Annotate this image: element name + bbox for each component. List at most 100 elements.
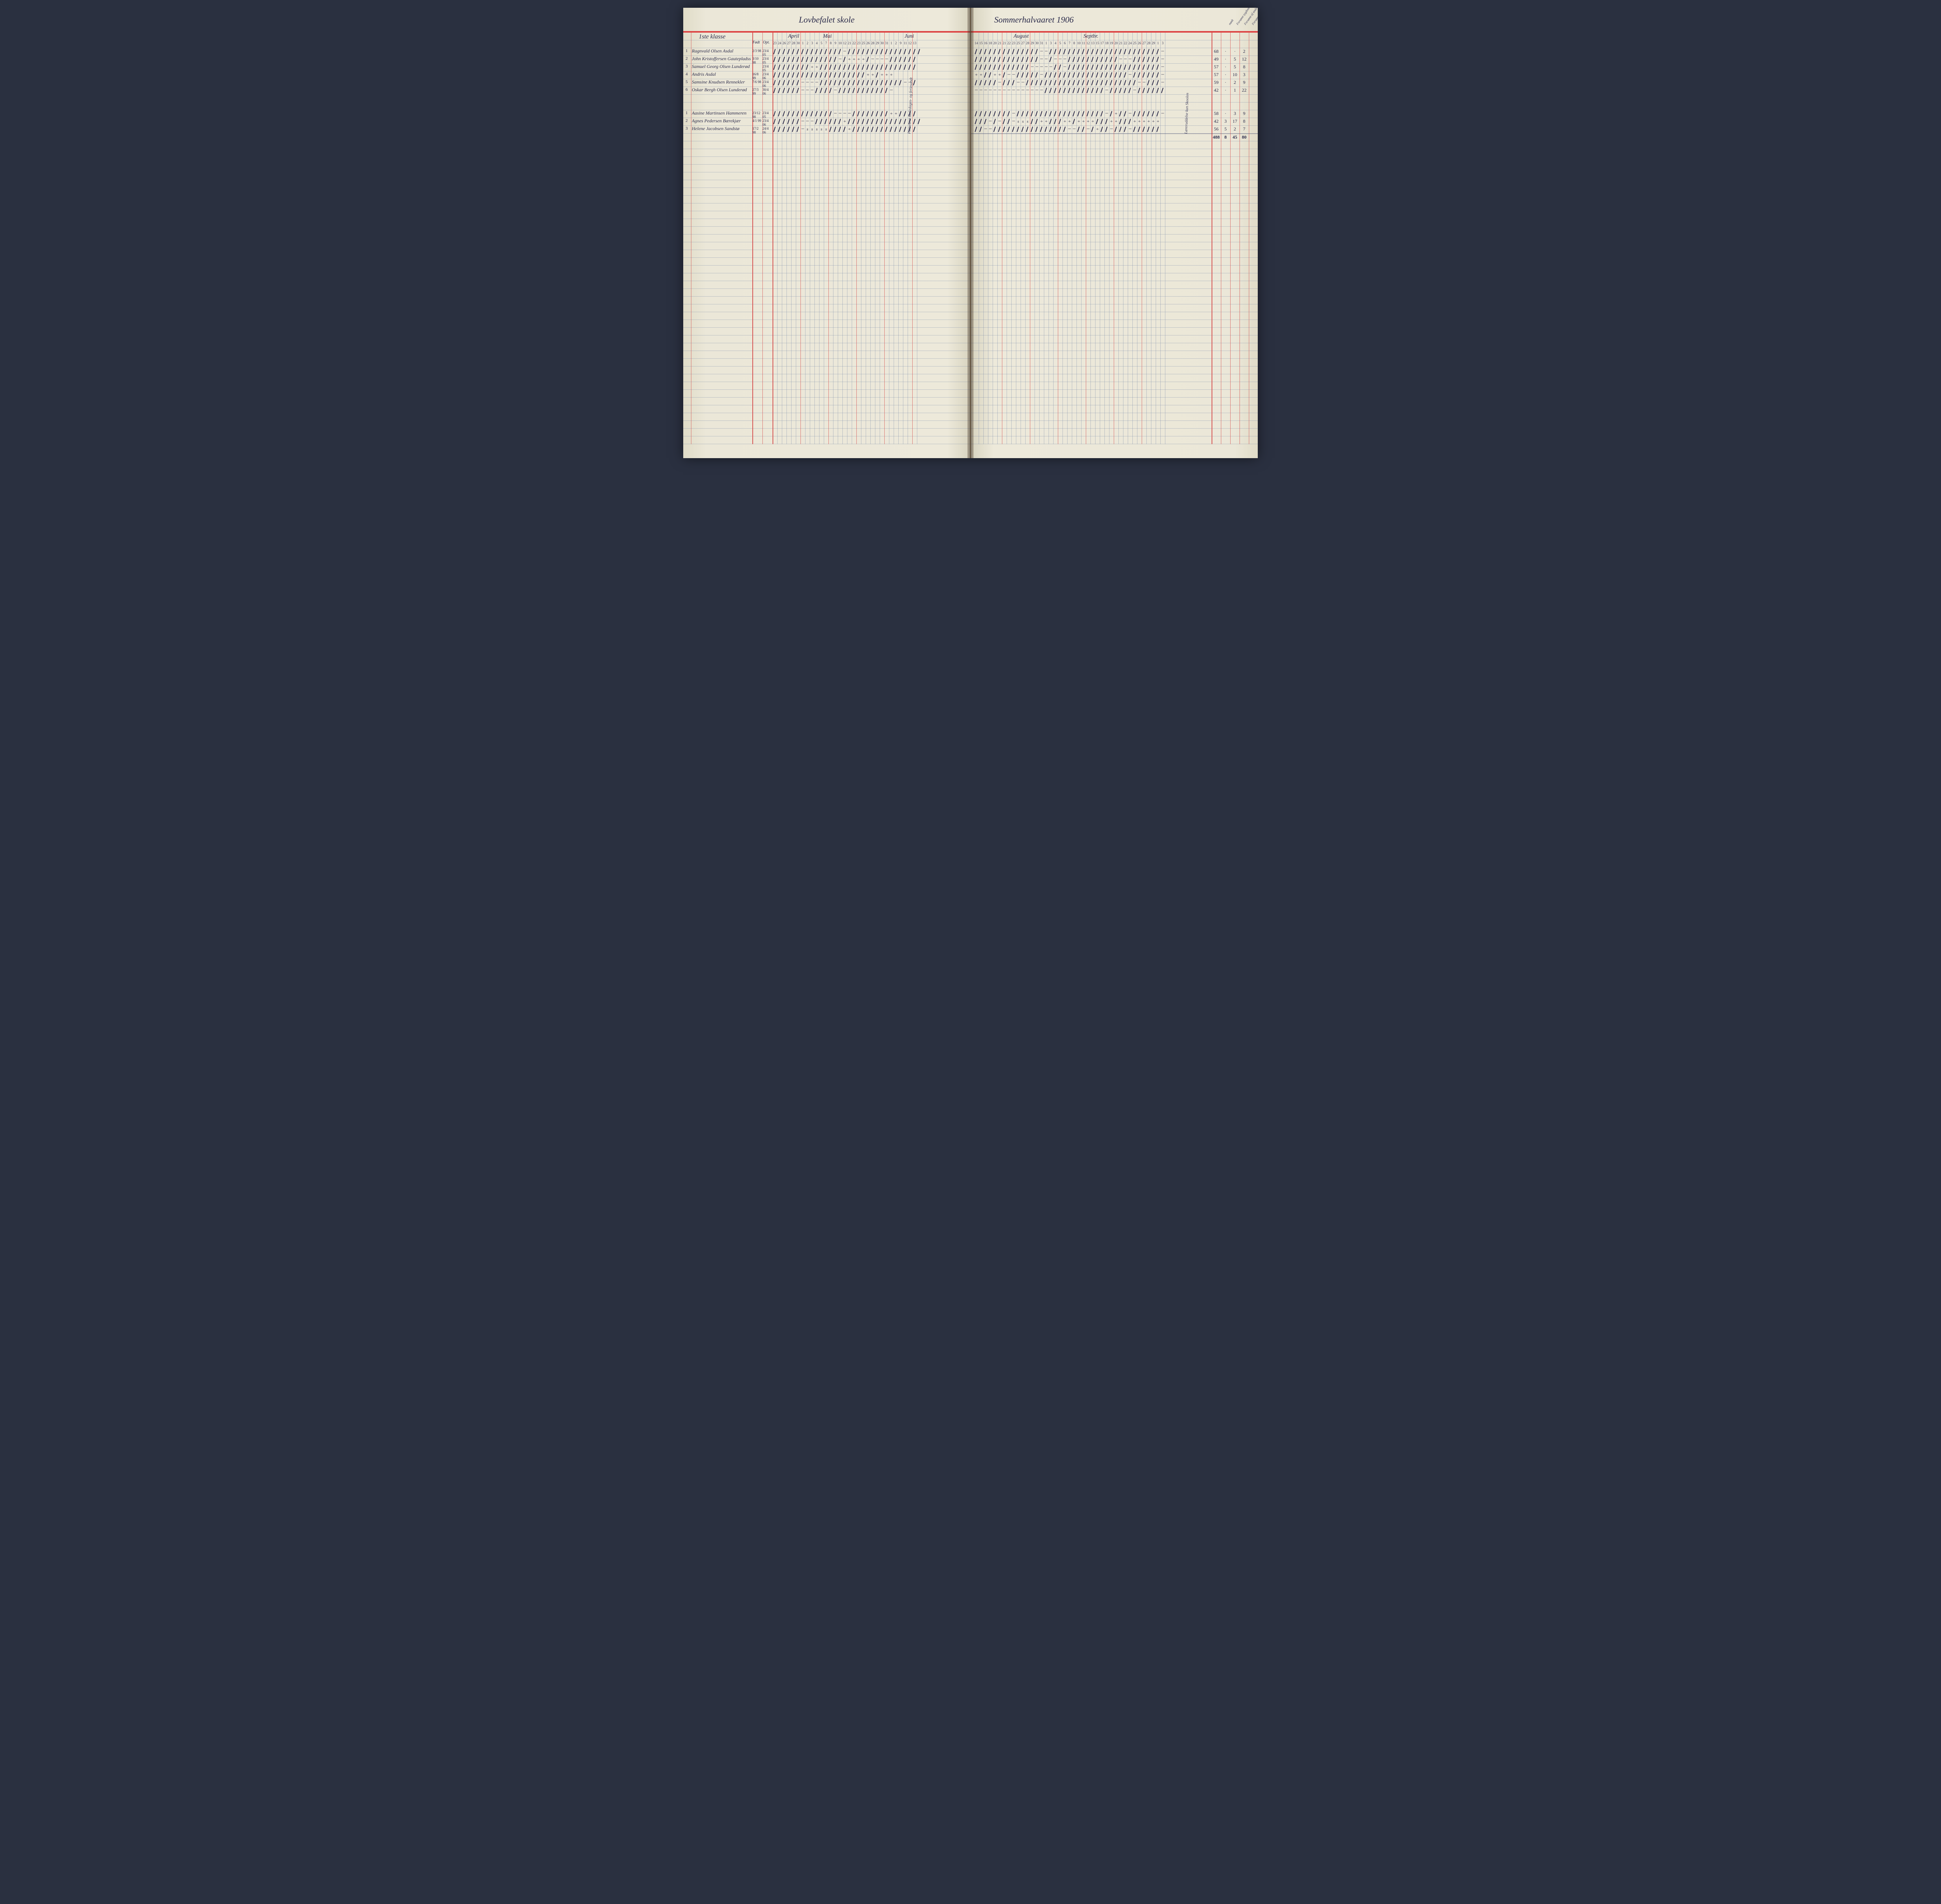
day-number: 29 (1030, 41, 1035, 45)
attendance-mark (810, 87, 814, 94)
attendance-mark (1011, 118, 1016, 125)
attendance-mark (1123, 56, 1128, 63)
summary-andet: · (1231, 49, 1239, 54)
summary-uden: 9 (1240, 80, 1248, 85)
student-born: 7/6 98 (752, 80, 762, 84)
day-number: 12 (842, 41, 847, 45)
day-number: 27 (1142, 41, 1146, 45)
attendance-mark (884, 71, 889, 78)
day-number: 18 (988, 41, 993, 45)
attendance-mark (1049, 64, 1053, 70)
day-number: 22 (1007, 41, 1011, 45)
total-uden: 80 (1240, 134, 1248, 140)
student-row-right: 59·29 (971, 79, 1258, 87)
student-opt: 23/4 05 (762, 49, 772, 57)
row-number: 1 (686, 111, 691, 115)
student-row-right: 58·39 (971, 110, 1258, 118)
attendance-mark (1063, 56, 1067, 63)
attendance-mark (847, 56, 852, 62)
day-number: 29 (875, 41, 880, 45)
right-grid: mødt Forsømt sygdom Forsømt af anden gru… (971, 33, 1258, 444)
attendance-mark (988, 126, 993, 132)
day-number: 4 (814, 41, 819, 45)
summary-andet: 5 (1231, 56, 1239, 62)
row-number: 3 (686, 126, 691, 131)
attendance-mark (847, 110, 852, 117)
opt-header: Opt. (762, 40, 770, 45)
student-born: 17/2 98 (752, 127, 762, 134)
attendance-marks (773, 64, 970, 71)
day-number: 19 (1109, 41, 1114, 45)
attendance-mark (997, 71, 1002, 78)
attendance-mark (810, 126, 814, 132)
attendance-mark (1044, 118, 1049, 124)
attendance-mark (1114, 118, 1118, 124)
summary-modt: 57 (1212, 72, 1220, 78)
attendance-mark (861, 56, 866, 62)
total-andet: 45 (1231, 134, 1239, 140)
attendance-mark (983, 126, 988, 132)
attendance-mark (1156, 118, 1160, 124)
student-row: 2Agnes Pedersen Bærekjær4/1 9923/4 06 (683, 118, 970, 126)
summary-andet: 5 (1231, 64, 1239, 70)
attendance-mark (1053, 56, 1058, 63)
student-row-right: 49·512 (971, 56, 1258, 64)
row-number: 1 (686, 49, 691, 53)
day-number: 14 (974, 41, 979, 45)
student-row: 1Ragnvald Olsen Asdal2/3 9823/4 05 (683, 48, 970, 56)
student-row: 2John Kristoffersen Gautepladss3/10 9823… (683, 56, 970, 64)
attendance-mark (805, 79, 810, 86)
day-number: 31 (1039, 41, 1044, 45)
attendance-mark (1104, 87, 1109, 94)
day-number: 26 (866, 41, 870, 45)
day-number: 3 (810, 41, 814, 45)
day-number: 30 (880, 41, 884, 45)
day-number: 30 (1035, 41, 1039, 45)
student-rows-b-right: 58·3942317856527 (971, 110, 1258, 134)
day-number: 20 (1114, 41, 1118, 45)
student-born: 23/12 98 (752, 111, 762, 119)
student-born: 16/8 99 (752, 72, 762, 80)
day-number: 6 (1063, 41, 1067, 45)
student-born: 3/10 98 (752, 57, 762, 64)
attendance-mark (1160, 110, 1165, 117)
attendance-mark (1067, 118, 1072, 124)
attendance-mark (824, 126, 828, 132)
day-number: 24 (1128, 41, 1132, 45)
attendance-mark (1128, 110, 1132, 117)
student-opt: 30/4 06 (762, 88, 772, 96)
summary-uden: 3 (1240, 72, 1248, 78)
student-row: 5Samsine Knudsen Rennekler7/6 9823/4 06 (683, 79, 970, 87)
day-number: 27 (786, 41, 791, 45)
summary-modt: 49 (1212, 56, 1220, 62)
day-number: 10 (1076, 41, 1081, 45)
student-opt: 23/4 05 (762, 64, 772, 72)
attendance-marks (773, 87, 970, 95)
attendance-mark (997, 118, 1002, 125)
attendance-mark (1104, 110, 1109, 117)
attendance-mark (842, 48, 847, 55)
attendance-mark (894, 110, 898, 116)
student-row: 6Oskar Bergh Olsen Lunderød27/3 9930/4 0… (683, 87, 970, 95)
day-number: 28 (1025, 41, 1030, 45)
attendance-mark (1039, 87, 1044, 94)
student-rows-a-left: 1Ragnvald Olsen Asdal2/3 9823/4 052John … (683, 48, 970, 95)
summary-andet: 2 (1231, 80, 1239, 85)
attendance-mark (810, 118, 814, 125)
attendance-mark (838, 110, 842, 117)
header-row-left: 1ste klasse Født Opt. April Mai Juni 232… (683, 33, 970, 48)
summary-syg: · (1222, 72, 1229, 78)
attendance-mark (1137, 118, 1142, 124)
summary-uden: 2 (1240, 49, 1248, 54)
attendance-mark (997, 87, 1002, 94)
title-left: Lovbefalet skole (683, 8, 970, 31)
attendance-mark (1086, 126, 1090, 132)
attendance-mark (880, 56, 884, 63)
day-number: 29 (1151, 41, 1156, 45)
attendance-marks (773, 71, 970, 79)
student-born: 4/1 99 (752, 119, 762, 123)
attendance-mark (988, 118, 993, 125)
summary-syg: · (1222, 111, 1229, 116)
day-number: 26 (1137, 41, 1142, 45)
attendance-mark (1095, 126, 1100, 132)
